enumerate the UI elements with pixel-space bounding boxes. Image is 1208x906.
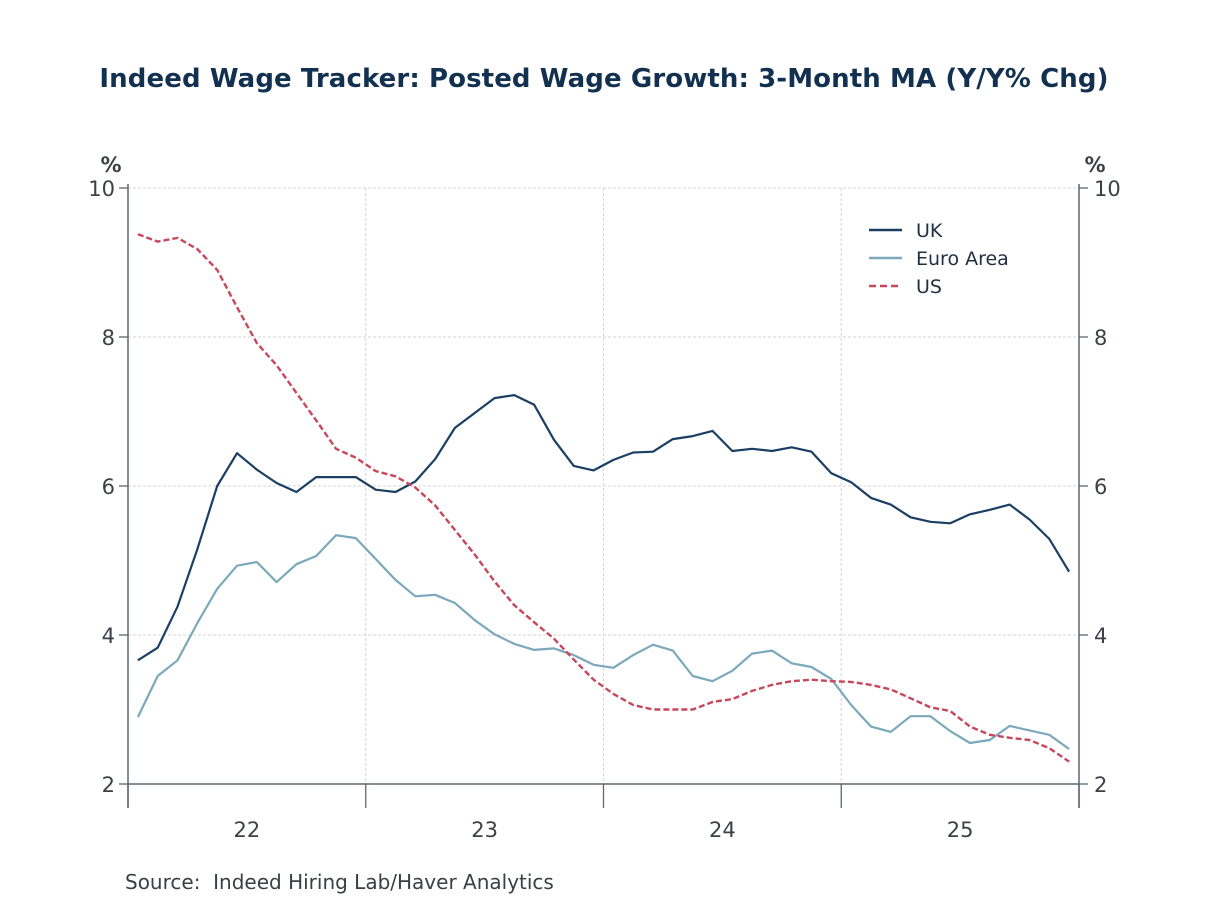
x-tick-label: 25 xyxy=(947,818,974,842)
left-axis-unit-label: % xyxy=(100,153,121,177)
legend-label-uk: UK xyxy=(916,220,943,242)
x-tick-label: 23 xyxy=(471,818,498,842)
right-y-tick-label: 8 xyxy=(1094,326,1107,350)
left-y-tick-label: 8 xyxy=(102,326,115,350)
left-y-tick-label: 10 xyxy=(88,177,115,201)
legend: UK Euro Area US xyxy=(869,220,1009,298)
left-y-tick-label: 6 xyxy=(102,475,115,499)
legend-label-euro-area: Euro Area xyxy=(916,248,1009,270)
x-tick-label: 22 xyxy=(234,818,261,842)
series-line-euro-area xyxy=(136,534,1070,750)
series-line-us xyxy=(137,233,1070,763)
right-y-tick-label: 6 xyxy=(1094,475,1107,499)
x-tick-label: 24 xyxy=(709,818,736,842)
right-y-tick-label: 2 xyxy=(1094,773,1107,797)
y-ticks: 2 2 4 4 6 6 8 8 10 10 xyxy=(88,177,1120,797)
left-y-tick-label: 2 xyxy=(102,773,115,797)
x-ticks: 22 23 24 25 xyxy=(127,784,1080,842)
source-note: Source: Indeed Hiring Lab/Haver Analytic… xyxy=(125,870,554,894)
legend-label-us: US xyxy=(916,276,942,298)
series xyxy=(136,233,1071,763)
chart-title: Indeed Wage Tracker: Posted Wage Growth:… xyxy=(99,64,1109,94)
series-line-uk xyxy=(137,394,1071,662)
left-y-tick-label: 4 xyxy=(102,624,115,648)
right-y-tick-label: 4 xyxy=(1094,624,1107,648)
gridlines xyxy=(128,187,1079,784)
right-y-tick-label: 10 xyxy=(1094,177,1121,201)
right-axis-unit-label: % xyxy=(1084,153,1105,177)
